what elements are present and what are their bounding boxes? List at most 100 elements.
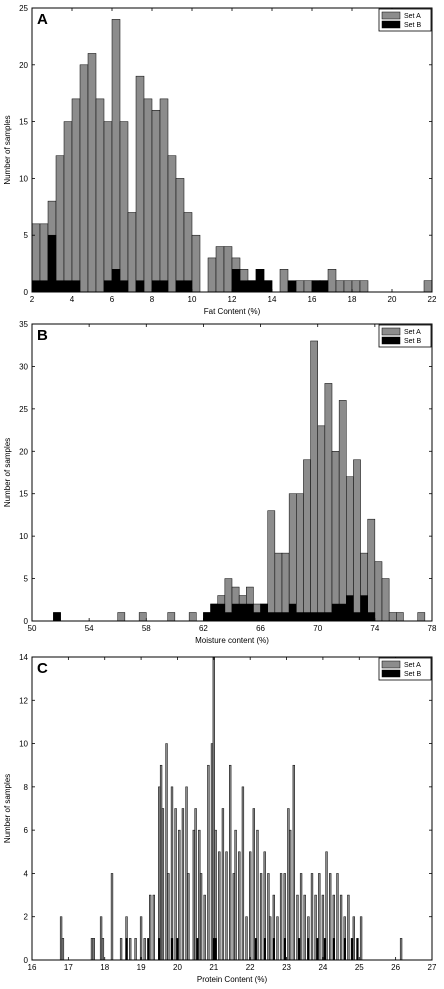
x-tick-label: 74 — [370, 624, 379, 633]
bar-set-a — [79, 64, 89, 293]
y-tick-label: 10 — [19, 740, 28, 749]
x-tick-label: 18 — [348, 295, 357, 304]
bar-set-b — [350, 938, 354, 961]
bar-set-a — [292, 764, 295, 961]
bar-set-a — [61, 938, 65, 961]
y-tick-label: 30 — [19, 362, 28, 371]
y-tick-label: 0 — [24, 617, 29, 626]
bar-set-a — [101, 938, 105, 961]
chart-panel-B: 50 54 58 62 66 70 74 78 0 5 10 15 20 25 30 35 Moisture c… — [3, 320, 437, 645]
bar-set-a — [170, 786, 174, 961]
bar-set-a — [303, 280, 313, 293]
x-tick-label: 19 — [137, 963, 146, 972]
bar-set-b — [296, 612, 304, 622]
bar-set-b — [119, 280, 129, 293]
bar-set-a — [143, 98, 153, 293]
bar-set-b — [324, 612, 333, 622]
bar-set-a — [335, 280, 345, 293]
chart-panel-A: 2 4 6 8 10 12 14 16 18 20 22 0 5 10 15 20 25 Fat Content … — [3, 4, 437, 316]
bar-set-a — [229, 764, 232, 961]
legend-swatch — [381, 336, 401, 345]
legend-label: Set B — [404, 671, 421, 678]
bar-set-b — [263, 938, 266, 961]
bar-set-b — [147, 938, 150, 961]
bar-set-b — [31, 280, 41, 293]
bar-set-a — [167, 155, 177, 293]
y-tick-label: 10 — [19, 174, 28, 183]
bar-set-a — [194, 808, 197, 961]
bar-set-b — [212, 938, 215, 961]
bar-set-a — [119, 938, 123, 961]
y-tick-label: 15 — [19, 118, 28, 127]
bar-set-b — [338, 603, 347, 622]
bar-set-a — [423, 280, 433, 293]
bar-set-b — [238, 603, 247, 622]
x-tick-label: 16 — [28, 963, 37, 972]
bar-set-a — [241, 786, 245, 961]
bar-set-a — [215, 246, 225, 293]
bar-set-a — [167, 873, 170, 961]
bar-set-a — [199, 873, 203, 961]
y-axis-label: Number of samples — [3, 438, 12, 507]
x-tick-label: 8 — [150, 295, 155, 304]
bar-set-a — [274, 552, 283, 622]
x-tick-label: 16 — [308, 295, 317, 304]
bar-set-b — [332, 938, 335, 961]
bar-set-b — [311, 280, 321, 293]
bar-set-b — [298, 938, 301, 961]
bar-set-b — [203, 612, 211, 622]
bar-set-b — [255, 269, 265, 293]
bar-set-a — [347, 894, 350, 961]
bar-set-a — [138, 612, 147, 622]
bar-set-a — [353, 459, 361, 622]
x-tick-label: 6 — [110, 295, 115, 304]
bar-set-b — [135, 280, 145, 293]
bar-set-b — [239, 280, 249, 293]
legend-swatch — [381, 20, 401, 29]
legend-swatch — [381, 327, 401, 336]
bar-set-a — [325, 851, 328, 961]
bar-set-a — [249, 851, 252, 961]
bar-set-a — [159, 764, 163, 961]
bar-set-b — [39, 280, 49, 293]
bar-set-a — [417, 612, 426, 622]
bar-set-a — [161, 808, 165, 961]
bar-set-a — [181, 808, 185, 961]
bar-set-a — [183, 212, 193, 293]
bar-set-a — [245, 916, 248, 961]
x-tick-label: 22 — [428, 295, 437, 304]
bar-set-a — [314, 894, 317, 961]
bar-set-a — [327, 269, 337, 293]
y-tick-label: 20 — [19, 447, 28, 456]
bar-set-a — [289, 829, 292, 961]
bar-set-b — [158, 938, 161, 961]
bar-set-b — [267, 612, 276, 622]
bar-set-b — [217, 603, 226, 622]
bar-set-b — [346, 595, 354, 622]
bar-set-a — [178, 829, 181, 961]
bar-set-b — [260, 603, 268, 622]
bar-set-a — [279, 269, 289, 293]
plot-frame — [31, 323, 433, 622]
y-tick-label: 10 — [19, 532, 28, 541]
x-tick-label: 22 — [246, 963, 255, 972]
bar-set-a — [99, 916, 103, 961]
bar-set-b — [303, 612, 311, 622]
y-tick-label: 5 — [24, 231, 29, 240]
y-axis-label: Number of samples — [3, 115, 12, 184]
y-tick-label: 35 — [19, 320, 28, 329]
bar-set-a — [232, 873, 235, 961]
x-tick-label: 4 — [70, 295, 75, 304]
bar-set-a — [367, 518, 376, 622]
bar-set-a — [259, 873, 263, 961]
x-tick-label: 24 — [318, 963, 327, 972]
bar-set-b — [317, 612, 326, 622]
bar-set-b — [125, 938, 128, 961]
bar-set-b — [55, 280, 65, 293]
bar-set-b — [281, 612, 290, 622]
bar-set-a — [295, 280, 305, 293]
bar-set-a — [119, 121, 129, 293]
x-tick-label: 18 — [100, 963, 109, 972]
x-axis-label: Moisture content (%) — [195, 636, 269, 645]
y-tick-label: 20 — [19, 61, 28, 70]
